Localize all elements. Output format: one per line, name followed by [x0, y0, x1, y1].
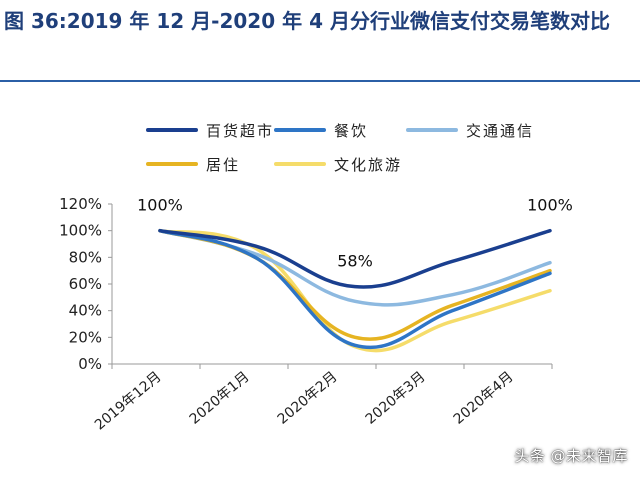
x-tick-label: 2020年4月	[451, 369, 517, 428]
x-tick-label: 2019年12月	[92, 369, 165, 434]
data-label: 58%	[337, 252, 373, 271]
y-tick-label: 120%	[59, 195, 102, 213]
y-tick-label: 40%	[69, 302, 102, 320]
series-line-1	[158, 228, 552, 350]
y-tick-label: 100%	[59, 222, 102, 240]
x-tick-label: 2020年1月	[187, 369, 253, 428]
legend-label: 文化旅游	[334, 156, 402, 174]
y-tick-label: 0%	[78, 355, 102, 373]
chart-title: 图 36:2019 年 12 月-2020 年 4 月分行业微信支付交易笔数对比	[4, 9, 610, 33]
watermark: 头条 @未来智库	[514, 447, 628, 465]
annotation-layer: 100% 58% 100%	[137, 196, 573, 271]
y-tick-label: 20%	[69, 328, 102, 346]
x-tick-label: 2020年3月	[363, 369, 429, 428]
legend-label: 居住	[206, 156, 240, 174]
series-line-0	[158, 228, 552, 289]
y-tick-label: 80%	[69, 248, 102, 266]
title-divider	[0, 80, 640, 82]
series-layer	[158, 228, 552, 353]
legend-label: 交通通信	[466, 122, 534, 140]
data-label: 100%	[527, 196, 573, 215]
legend-label: 餐饮	[334, 122, 368, 140]
legend-label: 百货超市	[206, 122, 274, 140]
x-tick-label: 2020年2月	[275, 369, 341, 428]
y-tick-label: 60%	[69, 275, 102, 293]
data-label: 100%	[137, 196, 183, 215]
